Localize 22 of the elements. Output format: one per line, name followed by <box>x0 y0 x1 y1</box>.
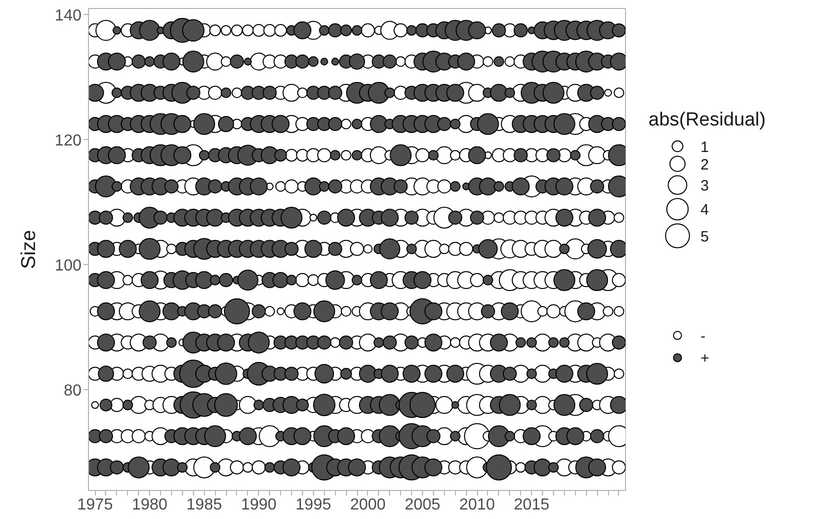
y-tick-label: 80 <box>64 382 82 400</box>
legend-label: 5 <box>700 228 709 246</box>
legend-label: + <box>700 350 710 368</box>
x-tick-label: 1990 <box>240 496 277 514</box>
x-tick-label: 2015 <box>514 496 550 514</box>
legend-label: 1 <box>700 138 709 156</box>
legend-label: - <box>700 328 706 345</box>
x-tick-label: 2005 <box>404 496 440 514</box>
y-tick-label: 140 <box>54 8 82 25</box>
legend-title: abs(Residual) <box>648 109 766 130</box>
x-tick-label: 1980 <box>132 496 168 514</box>
y-tick-label: 120 <box>54 132 82 150</box>
y-tick-label: 100 <box>54 257 82 274</box>
legend-label: 3 <box>700 178 709 195</box>
legend-label: 2 <box>700 156 709 174</box>
x-tick-label: 1975 <box>77 496 113 514</box>
x-tick-label: 2010 <box>459 496 495 514</box>
x-tick-label: 1985 <box>186 496 222 514</box>
y-axis-title: Size <box>18 230 40 269</box>
x-tick-label: 2000 <box>350 496 386 514</box>
legend-label: 4 <box>700 202 709 219</box>
x-tick-label: 1995 <box>296 496 332 514</box>
